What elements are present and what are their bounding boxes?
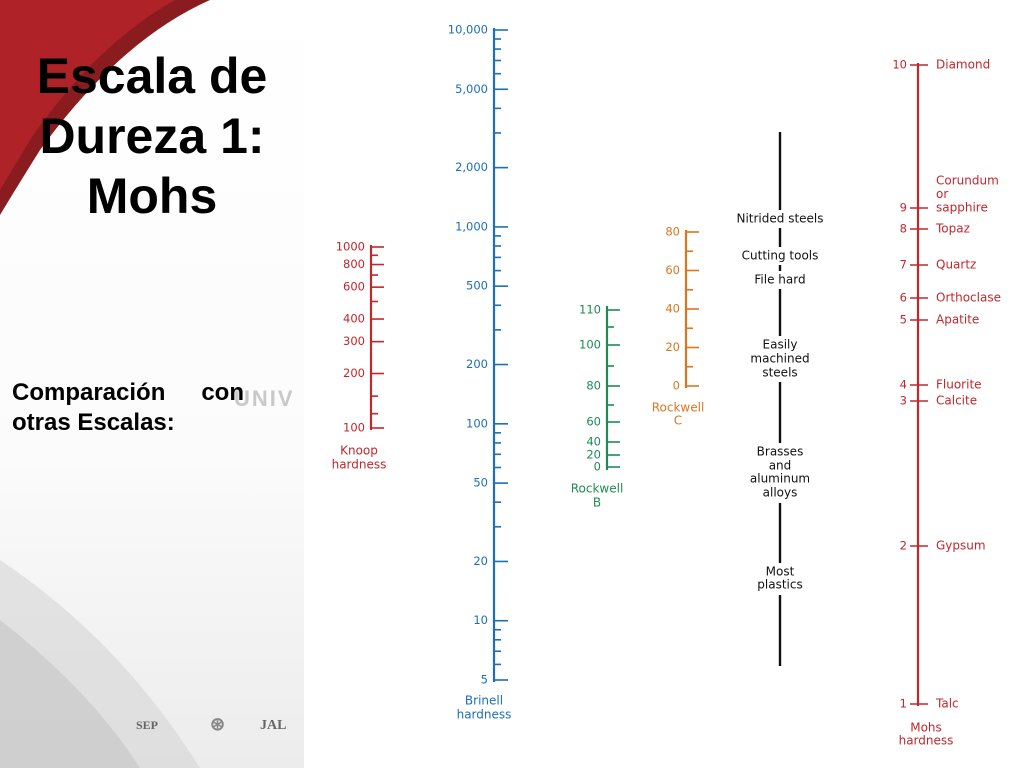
- footer-logo-left: SEP: [136, 718, 159, 732]
- mineral-label: Diamond: [936, 58, 990, 72]
- rockwell-b-tick-label: 40: [586, 435, 601, 449]
- rockwell-b-tick-label: 20: [586, 448, 601, 462]
- rockwell-c-axis-label: Rockwell: [652, 401, 705, 415]
- brinell-tick-label: 50: [473, 476, 488, 490]
- brinell-tick-label: 5: [481, 673, 488, 687]
- brinell-axis-label: hardness: [457, 708, 512, 722]
- mineral-label: Corundum: [936, 174, 999, 188]
- mineral-label: Quartz: [936, 258, 976, 272]
- material-label: steels: [762, 366, 797, 380]
- title-line: Dureza 1:: [39, 108, 265, 164]
- title-line: Mohs: [86, 168, 218, 224]
- material-label-background: [720, 336, 840, 382]
- rockwell-b-tick-label: 100: [579, 338, 601, 352]
- mohs-tick-label: 1: [900, 697, 907, 711]
- material-label-background: [720, 271, 840, 289]
- mohs-tick-label: 5: [900, 313, 907, 327]
- mineral-label: Orthoclase: [936, 291, 1001, 305]
- mineral-label: Topaz: [935, 222, 970, 236]
- brinell-tick-label: 10,000: [448, 23, 488, 37]
- mineral-label: or: [936, 187, 948, 201]
- mineral-label: Fluorite: [936, 378, 982, 392]
- mohs-tick-label: 9: [900, 201, 907, 215]
- mineral-label: sapphire: [936, 201, 988, 215]
- material-label: and: [769, 459, 792, 473]
- rockwell-c-tick-label: 80: [665, 225, 680, 239]
- material-label: Most: [766, 565, 795, 579]
- rockwell-c-tick-label: 40: [665, 302, 680, 316]
- brinell-tick-label: 500: [466, 279, 488, 293]
- title-line: Escala de: [36, 48, 268, 104]
- mohs-tick-label: 6: [900, 291, 907, 305]
- mohs-axis-label: Mohs: [910, 721, 942, 735]
- knoop-tick-label: 1000: [336, 240, 365, 254]
- mineral-label: Calcite: [936, 394, 977, 408]
- rockwell-b-tick-label: 80: [586, 379, 601, 393]
- rockwell-b-tick-label: 0: [594, 460, 601, 474]
- rockwell-b-axis-label: Rockwell: [571, 482, 624, 496]
- mohs-axis-label: hardness: [899, 734, 954, 748]
- seal-icon: ⊛: [210, 714, 226, 734]
- watermark-text: UNIV: [234, 386, 295, 411]
- slide-title: Escala de Dureza 1: Mohs: [0, 46, 304, 226]
- slide-subtitle: Comparación con otras Escalas:: [12, 379, 244, 436]
- material-label: plastics: [757, 578, 802, 592]
- brinell-tick-label: 1,000: [455, 219, 488, 233]
- mohs-tick-label: 8: [900, 222, 907, 236]
- material-label: Cutting tools: [742, 249, 819, 263]
- brinell-tick-label: 20: [473, 554, 488, 568]
- rockwell-c-tick-label: 20: [665, 340, 680, 354]
- rockwell-b-axis-label: B: [593, 496, 601, 510]
- mohs-tick-label: 2: [900, 539, 907, 553]
- mohs-tick-label: 7: [900, 258, 907, 272]
- hardness-comparison-chart: 10,0005,0002,0001,0005002001005020105Bri…: [332, 23, 1001, 748]
- knoop-tick-label: 200: [343, 366, 365, 380]
- knoop-tick-label: 600: [343, 280, 365, 294]
- footer-logo-right: JAL: [260, 718, 287, 733]
- knoop-axis-label: hardness: [332, 458, 387, 472]
- rockwell-b-tick-label: 60: [586, 415, 601, 429]
- material-label-background: [720, 443, 840, 503]
- material-label-background: [720, 563, 840, 595]
- left-panel: Escala de Dureza 1: Mohs UNIV Comparació…: [0, 0, 304, 768]
- rockwell-c-tick-label: 0: [673, 379, 680, 393]
- knoop-axis-label: Knoop: [340, 444, 378, 458]
- material-label-background: [720, 247, 840, 265]
- knoop-tick-label: 300: [343, 334, 365, 348]
- knoop-tick-label: 400: [343, 312, 365, 326]
- decorative-swoosh: [0, 0, 210, 768]
- material-label: Nitrided steels: [736, 212, 823, 226]
- rockwell-b-tick-label: 110: [579, 303, 601, 317]
- material-label: Brasses: [757, 445, 804, 459]
- material-label: Easily: [763, 338, 798, 352]
- mohs-tick-label: 10: [892, 58, 907, 72]
- brinell-tick-label: 10: [473, 613, 488, 627]
- brinell-tick-label: 100: [466, 416, 488, 430]
- brinell-tick-label: 200: [466, 357, 488, 371]
- material-label: alloys: [763, 486, 798, 500]
- brinell-axis-label: Brinell: [465, 694, 503, 708]
- rockwell-c-axis-label: C: [674, 414, 682, 428]
- knoop-tick-label: 100: [343, 421, 365, 435]
- material-label: File hard: [754, 273, 805, 287]
- knoop-tick-label: 800: [343, 257, 365, 271]
- rockwell-c-tick-label: 60: [665, 263, 680, 277]
- brinell-tick-label: 5,000: [455, 82, 488, 96]
- material-label: machined: [750, 352, 809, 366]
- mineral-label: Talc: [935, 697, 959, 711]
- mohs-tick-label: 4: [900, 378, 907, 392]
- material-label: aluminum: [750, 472, 810, 486]
- mohs-tick-label: 3: [900, 394, 907, 408]
- material-label-background: [720, 210, 840, 228]
- mineral-label: Apatite: [936, 313, 979, 327]
- brinell-tick-label: 2,000: [455, 160, 488, 174]
- mineral-label: Gypsum: [936, 539, 986, 553]
